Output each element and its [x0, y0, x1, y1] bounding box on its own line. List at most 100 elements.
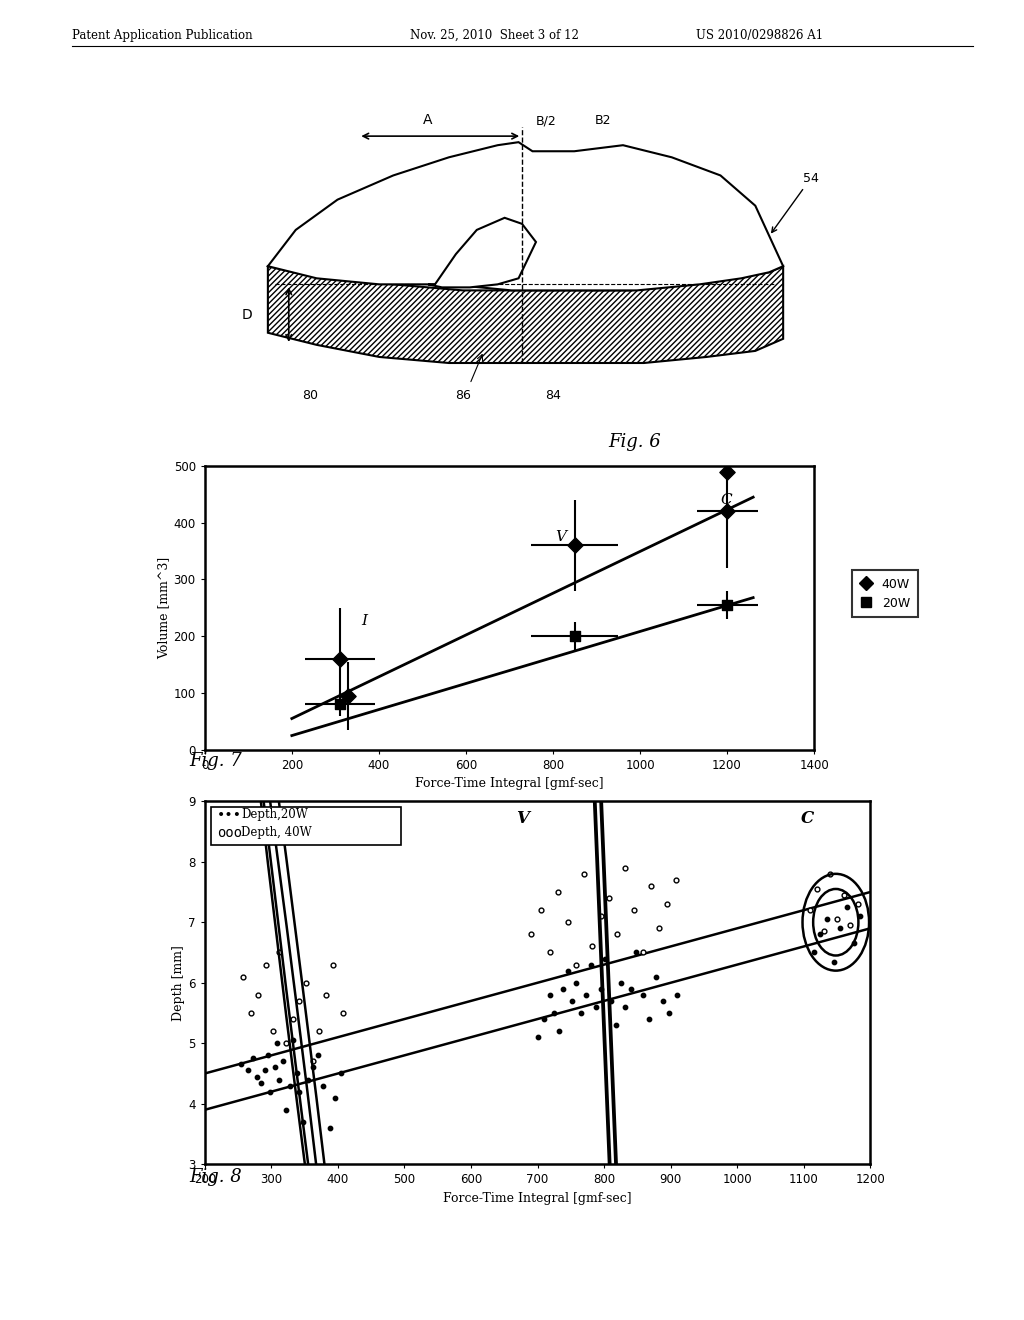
Point: [300, 1069, 316, 1090]
Point: [245, 1048, 261, 1069]
Point: [568, 972, 585, 993]
Point: [333, 1063, 349, 1084]
Point: [322, 1117, 338, 1138]
Point: [268, 1032, 285, 1053]
Point: [578, 985, 594, 1006]
Point: [317, 985, 334, 1006]
Point: [617, 997, 634, 1018]
Point: [546, 1002, 562, 1023]
Text: Fig. 7: Fig. 7: [189, 752, 243, 771]
X-axis label: Force-Time Integral [gmf-sec]: Force-Time Integral [gmf-sec]: [443, 1192, 632, 1205]
Polygon shape: [428, 218, 536, 288]
Point: [568, 954, 585, 975]
Point: [271, 1069, 288, 1090]
Point: [593, 906, 609, 927]
Point: [822, 863, 839, 884]
Point: [641, 1008, 657, 1030]
Text: US 2010/0298826 A1: US 2010/0298826 A1: [696, 29, 823, 42]
Point: [271, 942, 288, 964]
Text: C: C: [721, 492, 732, 507]
Text: Patent Application Publication: Patent Application Publication: [72, 29, 252, 42]
Point: [262, 1081, 279, 1102]
Text: Depth,20W: Depth,20W: [242, 808, 308, 821]
Polygon shape: [268, 267, 783, 363]
Y-axis label: Volume [mm^3]: Volume [mm^3]: [158, 557, 171, 659]
Point: [609, 924, 626, 945]
Point: [603, 990, 620, 1011]
Point: [550, 882, 566, 903]
Point: [258, 954, 274, 975]
Point: [662, 1002, 678, 1023]
Point: [233, 1053, 250, 1074]
Text: Fig. 8: Fig. 8: [189, 1168, 243, 1187]
Point: [719, 461, 735, 482]
Point: [559, 960, 575, 981]
Point: [264, 1020, 281, 1041]
Point: [285, 1030, 301, 1051]
Text: 84: 84: [546, 389, 561, 403]
Text: Depth, 40W: Depth, 40W: [242, 826, 312, 840]
Point: [635, 985, 651, 1006]
Point: [310, 1045, 327, 1067]
Point: [278, 1032, 294, 1053]
Text: V: V: [516, 809, 529, 826]
Point: [806, 942, 822, 964]
Point: [325, 954, 341, 975]
Point: [266, 1057, 283, 1078]
Point: [612, 972, 629, 993]
Point: [275, 1051, 292, 1072]
Point: [719, 500, 735, 521]
Point: [332, 648, 348, 669]
Point: [298, 972, 314, 993]
Point: [340, 685, 356, 706]
Text: I: I: [361, 614, 368, 628]
Point: [282, 1074, 298, 1096]
Point: [583, 954, 599, 975]
Text: Depth, 40W: Depth, 40W: [242, 826, 312, 840]
Point: [249, 1067, 265, 1088]
Point: [628, 942, 644, 964]
Point: [819, 908, 836, 929]
Point: [244, 1002, 260, 1023]
Point: [803, 900, 819, 921]
Point: [833, 917, 849, 939]
Point: [304, 1051, 321, 1072]
Text: •••: •••: [217, 808, 242, 821]
Point: [825, 950, 842, 972]
Point: [295, 1111, 311, 1133]
FancyBboxPatch shape: [212, 808, 401, 845]
Point: [588, 997, 604, 1018]
Point: [236, 966, 252, 987]
Legend: 40W, 20W: 40W, 20W: [852, 570, 918, 618]
Point: [670, 985, 686, 1006]
Point: [564, 990, 581, 1011]
Point: [311, 1020, 328, 1041]
Point: [617, 857, 634, 878]
Point: [278, 1100, 294, 1121]
Y-axis label: Depth [mm]: Depth [mm]: [172, 945, 185, 1020]
Text: A: A: [423, 114, 433, 127]
Text: C: C: [801, 809, 814, 826]
Point: [250, 985, 266, 1006]
Text: ooo: ooo: [217, 826, 242, 840]
Text: D: D: [242, 308, 252, 322]
Polygon shape: [268, 143, 783, 290]
Point: [584, 936, 600, 957]
Point: [850, 894, 866, 915]
X-axis label: Force-Time Integral [gmf-sec]: Force-Time Integral [gmf-sec]: [415, 777, 604, 791]
Point: [846, 933, 862, 954]
Point: [843, 915, 859, 936]
Point: [532, 900, 549, 921]
Text: ooo: ooo: [217, 826, 242, 840]
Point: [285, 1008, 301, 1030]
Point: [593, 978, 609, 999]
Point: [335, 1002, 351, 1023]
Point: [555, 978, 571, 999]
Point: [623, 978, 639, 999]
Point: [839, 896, 855, 917]
Point: [654, 990, 671, 1011]
Text: Nov. 25, 2010  Sheet 3 of 12: Nov. 25, 2010 Sheet 3 of 12: [410, 29, 579, 42]
Point: [597, 948, 613, 969]
Point: [668, 870, 684, 891]
Text: 54: 54: [772, 172, 819, 232]
